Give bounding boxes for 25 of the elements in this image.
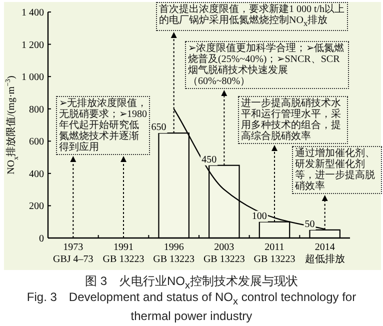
x-tick-label: 1991 GB 13223: [102, 242, 144, 265]
y-tick-label: 600: [29, 136, 44, 148]
text: 图 3 火电行业NO$_{x}$控制技术发展与现状: [84, 273, 299, 292]
x-tick-label: 1996 GB 13223: [153, 242, 195, 265]
data-label: 100: [252, 210, 267, 222]
y-tick-label: 0: [39, 234, 44, 244]
y-tick-label: 1 200: [22, 40, 44, 51]
x-tick-label: 1973 GBJ 4–73: [53, 242, 94, 265]
annotation: 通过增加催化剂、研发新型催化剂等，进一步提高脱硝效率: [292, 146, 382, 194]
data-label: 650: [151, 122, 166, 134]
annotation: 进一步提高脱硝技术水平和运行管理水平，采用多种技术的组合，提高综合脱硝效率: [238, 96, 348, 144]
y-tick-label: 1 400: [22, 8, 44, 18]
text: Fig. 3 Development and status of NO$_{x}$ control technology for thermal power industry: [26, 290, 358, 324]
x-tick-label: 2011 GB 13223: [254, 242, 296, 265]
y-tick-label: 200: [29, 201, 44, 212]
data-label: 450: [202, 154, 217, 166]
annotation: 首次提出浓度限值，要求新建1 000 t/h以上的电厂锅炉采用低氮燃烧控制NO$_{x}$排放: [156, 2, 348, 31]
y-tick-label: 400: [29, 168, 44, 180]
y-tick-label: 800: [29, 104, 44, 116]
annotation: ➢无排放浓度限值，无脱硝要求；➢1980年代起开始研究低氮燃烧技术并逐渐得到应用: [56, 96, 150, 155]
x-tick-label: 2014 超低排放: [304, 242, 345, 265]
y-tick-label: 1 000: [22, 72, 44, 84]
x-tick-label: 2003 GB 13223: [203, 242, 245, 265]
annotation: ➢浓度限值更加科学合理；➢低氮燃烧普及(25%~40%)；➢SNCR、SCR烟气脱硝技术快速发展（60%~80%）: [185, 41, 349, 89]
data-label: 50: [304, 218, 315, 230]
